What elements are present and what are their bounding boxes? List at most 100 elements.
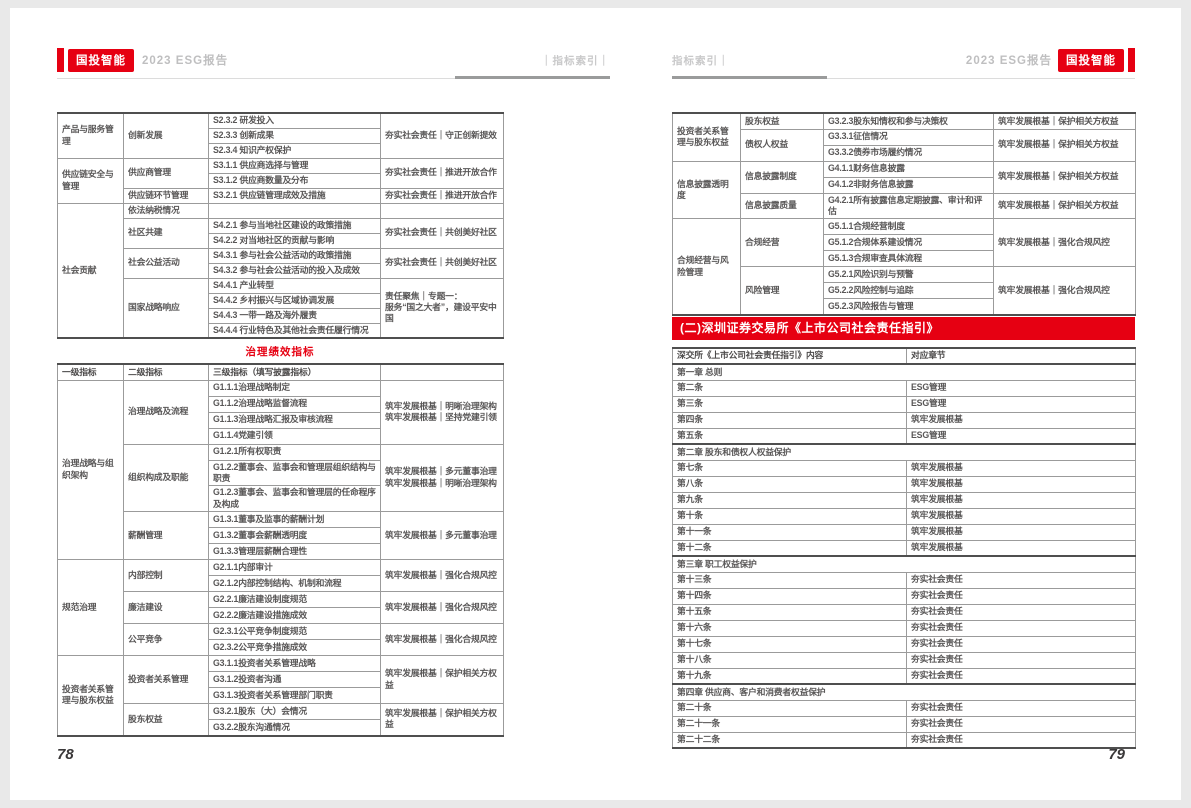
table-cell: 筑牢发展根基｜明晰治理架构 筑牢发展根基｜坚持党建引领 xyxy=(380,379,504,445)
governance-indicators-table-right: 投资者关系管理与股东权益 股东权益 G3.2.3股东知情权和参与决策权 筑牢发展根基｜… xyxy=(672,112,1136,316)
table-cell: 依法纳税情况 xyxy=(123,202,209,219)
table-cell: ESG管理 xyxy=(906,395,1136,413)
brand-logo: 国投智能 xyxy=(1058,48,1124,72)
page-number-right: 79 xyxy=(1108,746,1125,763)
table-row: 第十条 筑牢发展根基 xyxy=(672,507,1136,525)
table-cell: 夯实社会责任｜守正创新提效 xyxy=(380,112,504,159)
table-cell: 夯实社会责任 xyxy=(906,731,1136,749)
table-cell: 第二条 xyxy=(672,379,907,397)
table-cell: 薪酬管理 xyxy=(123,511,209,561)
gov_right-table: 投资者关系管理与股东权益 股东权益 G3.2.3股东知情权和参与决策权 筑牢发展根基｜… xyxy=(672,112,1136,316)
table-cell: S2.3.2 研发投入 xyxy=(208,112,381,129)
table-cell: 供应链安全与管理 xyxy=(57,157,124,204)
table-row: S4.4.4 行业特色及其他社会责任履行情况 xyxy=(58,322,504,339)
table-cell: G1.2.2董事会、监事会和管理层组织结构与职责 xyxy=(208,459,381,487)
table-row: 第二条 ESG管理 xyxy=(672,379,1136,397)
table-header-cell: 二级指标 xyxy=(123,363,209,381)
table-cell: S4.3.1 参与社会公益活动的政策措施 xyxy=(208,247,381,264)
table-row: 第十九条 夯实社会责任 xyxy=(672,667,1136,685)
table-cell: 筑牢发展根基｜强化合规风控 xyxy=(380,623,504,657)
table-cell: G3.2.1股东（大）会情况 xyxy=(208,703,381,721)
table-cell: G3.2.3股东知情权和参与决策权 xyxy=(823,112,994,130)
gov_left-table: 一级指标 二级指标 三级指标（填写披露指标） 治理战略与组织架构 治理战略及流程 G1.1… xyxy=(57,363,504,737)
table-cell: 供应链环节管理 xyxy=(123,187,209,204)
table-cell: 筑牢发展根基｜保护相关方权益 xyxy=(993,128,1136,162)
governance-indicators-table-left: 一级指标 二级指标 三级指标（填写披露指标） 治理战略与组织架构 治理战略及流程 G1.1… xyxy=(57,363,504,737)
szse-guideline-banner: (二)深圳证券交易所《上市公司社会责任指引》 xyxy=(672,317,1135,340)
table-cell: 第九条 xyxy=(672,491,907,509)
table-cell: 夯实社会责任 xyxy=(906,651,1136,669)
table-cell: G2.2.2廉洁建设措施成效 xyxy=(208,607,381,625)
table-cell: 合规经营 xyxy=(740,218,824,268)
table-cell: G3.3.1征信情况 xyxy=(823,128,994,146)
table-cell: 筑牢发展根基 xyxy=(906,539,1136,557)
table-cell: 组织构成及职能 xyxy=(123,443,209,513)
table-cell: 信息披露透明度 xyxy=(672,160,741,220)
social-table: 产品与服务管理 创新发展 S2.3.2 研发投入 夯实社会责任｜守正创新提效 S2.3.… xyxy=(57,112,504,339)
table-cell: 夯实社会责任 xyxy=(906,587,1136,605)
table-row: 一级指标 二级指标 三级指标（填写披露指标） xyxy=(57,363,504,381)
table-cell: S3.2.1 供应链管理成效及措施 xyxy=(208,187,381,204)
table-cell: ESG管理 xyxy=(906,427,1136,445)
table-cell: 产品与服务管理 xyxy=(57,112,124,159)
table-cell: 国家战略响应 xyxy=(123,277,209,339)
table-cell: 筑牢发展根基 xyxy=(906,523,1136,541)
table-row: 股东权益 G3.2.1股东（大）会情况 筑牢发展根基｜保护相关方权益 xyxy=(58,703,504,737)
report-spread: 国投智能 2023 ESG报告 ｜指标索引｜ 指标索引｜ 2023 ESG报告 … xyxy=(10,8,1181,800)
table-cell: 第十五条 xyxy=(672,603,907,621)
table-cell: 第二十条 xyxy=(672,699,907,717)
table-cell: 第三条 xyxy=(672,395,907,413)
table-cell: 筑牢发展根基｜强化合规风控 xyxy=(380,559,504,593)
table-cell: S3.1.1 供应商选择与管理 xyxy=(208,157,381,174)
table-row: 第七条 筑牢发展根基 xyxy=(672,459,1136,477)
table-row: 第三章 职工权益保护 xyxy=(672,555,1136,573)
table-cell: G1.2.1所有权职责 xyxy=(208,443,381,461)
table-cell: 第十六条 xyxy=(672,619,907,637)
table-cell: G2.1.1内部审计 xyxy=(208,559,381,577)
table-cell: 治理战略及流程 xyxy=(123,379,209,445)
table-row: G3.2.2股东沟通情况 xyxy=(58,719,504,737)
table-cell: 第十二条 xyxy=(672,539,907,557)
table-row: 社会公益活动 S4.3.1 参与社会公益活动的政策措施 夯实社会责任｜共创美好社区 xyxy=(58,247,504,279)
table-cell: 筑牢发展根基｜保护相关方权益 xyxy=(993,112,1136,130)
table-row: 公平竞争 G2.3.1公平竞争制度规范 筑牢发展根基｜强化合规风控 xyxy=(58,623,504,657)
page-number-left: 78 xyxy=(57,746,74,763)
brand-accent-bar xyxy=(57,48,64,72)
table-cell: G3.2.2股东沟通情况 xyxy=(208,719,381,737)
table-cell: G3.1.3投资者关系管理部门职责 xyxy=(208,687,381,705)
table-cell: G3.1.2投资者沟通 xyxy=(208,671,381,689)
table-cell: 夯实社会责任｜共创美好社区 xyxy=(380,217,504,249)
table-row: 第三条 ESG管理 xyxy=(672,395,1136,413)
table-cell: G1.3.3管理层薪酬合理性 xyxy=(208,543,381,561)
table-cell: 筑牢发展根基｜保护相关方权益 xyxy=(993,192,1136,220)
table-cell xyxy=(208,202,381,219)
table-cell: 社区共建 xyxy=(123,217,209,249)
table-cell: G3.3.2债券市场履约情况 xyxy=(823,144,994,162)
report-title: 2023 ESG报告 xyxy=(142,55,229,67)
table-cell: G5.1.2合规体系建设情况 xyxy=(823,234,994,252)
table-cell: 夯实社会责任｜推进开放合作 xyxy=(380,187,504,204)
table-cell: 风险管理 xyxy=(740,266,824,316)
table-header-cell: 对应章节 xyxy=(906,347,1136,365)
table-cell: 筑牢发展根基｜保护相关方权益 xyxy=(380,703,504,737)
table-cell: 筑牢发展根基｜保护相关方权益 xyxy=(993,160,1136,194)
table-cell: 信息披露质量 xyxy=(740,192,824,220)
szse-guideline-table: 深交所《上市公司社会责任指引》内容 对应章节 第一章 总则 第二条 ESG管理 第三条 ES… xyxy=(672,347,1136,749)
header-rule-dark xyxy=(455,76,610,79)
table-cell: 第十九条 xyxy=(672,667,907,685)
table-cell: 第十四条 xyxy=(672,587,907,605)
table-cell: 夯实社会责任 xyxy=(906,699,1136,717)
table-cell: G5.1.3合规审查具体流程 xyxy=(823,250,994,268)
table-header-cell: 三级指标（填写披露指标） xyxy=(208,363,381,381)
table-row: G5.2.3风险报告与管理 xyxy=(673,298,1136,316)
table-row: 深交所《上市公司社会责任指引》内容 对应章节 xyxy=(672,347,1136,365)
table-cell: 筑牢发展根基 xyxy=(906,411,1136,429)
table-row: 薪酬管理 G1.3.1董事及监事的薪酬计划 筑牢发展根基｜多元董事治理 xyxy=(58,511,504,561)
table-row: 供应链安全与管理 供应商管理 S3.1.1 供应商选择与管理 夯实社会责任｜推进开放合… xyxy=(57,157,504,204)
table-cell: 筑牢发展根基｜强化合规风控 xyxy=(993,266,1136,316)
table-row: 第八条 筑牢发展根基 xyxy=(672,475,1136,493)
table-cell: G3.1.1投资者关系管理战略 xyxy=(208,655,381,673)
table-cell: 责任聚焦｜专题一： 服务“国之大者”，建设平安中国 xyxy=(380,277,504,339)
section-label-index: 指标索引｜ xyxy=(672,54,730,67)
table-cell: 第十七条 xyxy=(672,635,907,653)
